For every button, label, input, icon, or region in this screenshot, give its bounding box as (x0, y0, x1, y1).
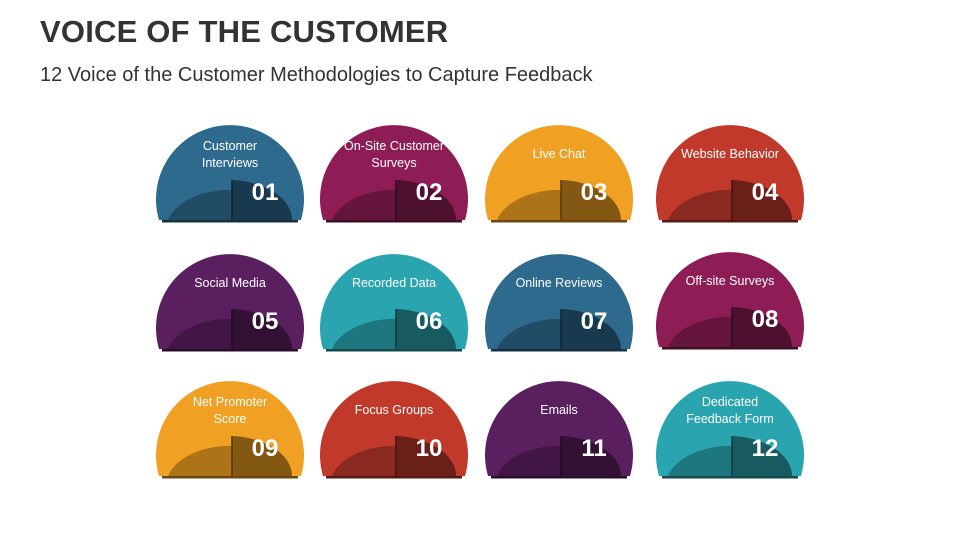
card-base-shadow (662, 476, 798, 479)
methodology-card-08[interactable]: Off-site Surveys 08 (656, 243, 804, 350)
methodology-card-10[interactable]: Focus Groups 10 (320, 372, 468, 479)
card-number: 04 (751, 179, 779, 206)
card-label: Recorded Data (351, 276, 437, 290)
card-label: Emails (540, 403, 578, 417)
card-number: 09 (251, 435, 279, 462)
card-shape (485, 125, 633, 223)
card-base-shadow (326, 349, 462, 352)
methodology-card-12[interactable]: Dedicated Feedback Form 12 (656, 372, 804, 479)
card-number-panel (561, 180, 622, 220)
card-label: Focus Groups (354, 403, 434, 417)
methodology-card-05[interactable]: Social Media 05 (156, 245, 304, 352)
card-number: 08 (751, 306, 779, 333)
card-base-shadow (326, 476, 462, 479)
card-base-shadow (162, 476, 298, 479)
card-number-panel (232, 436, 293, 476)
card-number: 12 (751, 435, 779, 462)
card-base-shadow (491, 476, 627, 479)
card-base-shadow (162, 349, 298, 352)
card-number-panel (396, 309, 457, 349)
page-subtitle: 12 Voice of the Customer Methodologies t… (40, 64, 593, 86)
card-label: Social Media (194, 276, 266, 290)
card-number: 05 (251, 308, 279, 335)
methodology-card-02[interactable]: On-Site Customer Surveys 02 (320, 116, 468, 223)
card-label: Online Reviews (515, 276, 603, 290)
card-number-panel (732, 180, 793, 220)
card-shape (656, 252, 804, 350)
methodology-card-07[interactable]: Online Reviews 07 (485, 245, 633, 352)
card-number-panel (396, 180, 457, 220)
card-shape (656, 381, 804, 479)
card-shape (156, 381, 304, 479)
card-number-panel (732, 436, 793, 476)
methodology-card-01[interactable]: Customer Interviews 01 (156, 116, 304, 223)
card-base-shadow (662, 347, 798, 350)
card-number-panel (732, 307, 793, 347)
card-label: Website Behavior (681, 147, 779, 161)
card-base-shadow (491, 349, 627, 352)
card-number: 01 (251, 179, 279, 206)
card-number-panel (232, 309, 293, 349)
card-label: Customer Interviews (201, 139, 259, 170)
methodology-card-06[interactable]: Recorded Data 06 (320, 245, 468, 352)
card-number: 11 (581, 435, 607, 462)
card-label: Dedicated Feedback Form (686, 395, 774, 426)
methodology-card-11[interactable]: Emails 11 (485, 372, 633, 479)
card-number-panel (396, 436, 457, 476)
card-base-shadow (662, 220, 798, 223)
card-shape (156, 125, 304, 223)
card-number: 10 (415, 435, 443, 462)
card-number: 07 (580, 308, 608, 335)
card-number: 06 (415, 308, 443, 335)
card-label: Net Promoter Score (192, 395, 268, 426)
card-shape (320, 125, 468, 223)
card-shape (320, 254, 468, 352)
card-shape (320, 381, 468, 479)
card-shape (485, 381, 633, 479)
card-label: On-Site Customer Surveys (343, 139, 445, 170)
methodology-card-04[interactable]: Website Behavior 04 (656, 116, 804, 223)
card-label: Off-site Surveys (685, 274, 775, 288)
page-title: VOICE OF THE CUSTOMER (40, 14, 449, 49)
card-base-shadow (491, 220, 627, 223)
card-base-shadow (326, 220, 462, 223)
card-shape (156, 254, 304, 352)
card-number-panel (561, 436, 622, 476)
methodology-card-09[interactable]: Net Promoter Score 09 (156, 372, 304, 479)
card-shape (485, 254, 633, 352)
card-shape (656, 125, 804, 223)
card-base-shadow (162, 220, 298, 223)
card-number-panel (232, 180, 293, 220)
card-number: 03 (580, 179, 608, 206)
card-number-panel (561, 309, 622, 349)
card-number: 02 (415, 179, 443, 206)
methodology-card-03[interactable]: Live Chat 03 (485, 116, 633, 223)
card-label: Live Chat (532, 147, 586, 161)
